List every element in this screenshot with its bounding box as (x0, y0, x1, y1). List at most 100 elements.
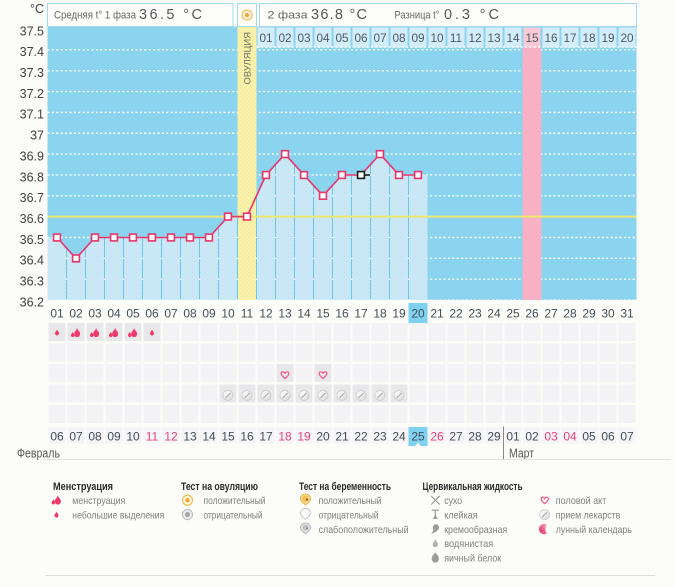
svg-text:ОВУЛЯЦИЯ: ОВУЛЯЦИЯ (243, 32, 253, 85)
svg-text:08: 08 (183, 307, 197, 321)
svg-text:Февраль: Февраль (17, 447, 60, 461)
svg-text:кремообразная: кремообразная (444, 524, 507, 536)
svg-text:11: 11 (241, 307, 254, 321)
svg-text:24: 24 (487, 307, 501, 321)
svg-text:08: 08 (88, 430, 102, 444)
svg-text:12: 12 (468, 31, 481, 45)
svg-text:02: 02 (69, 307, 83, 321)
svg-text:Средняя t° 1 фаза: Средняя t° 1 фаза (54, 10, 137, 22)
svg-text:01: 01 (50, 307, 64, 321)
svg-text:20: 20 (411, 307, 425, 321)
svg-text:17: 17 (563, 31, 576, 45)
svg-text:клейкая: клейкая (444, 509, 478, 521)
svg-text:15: 15 (316, 307, 330, 321)
svg-text:14: 14 (202, 430, 216, 444)
svg-text:20: 20 (316, 430, 330, 444)
svg-text:11: 11 (450, 31, 462, 45)
svg-text:15: 15 (525, 31, 539, 45)
svg-text:11: 11 (146, 430, 159, 444)
svg-text:36.7: 36.7 (20, 191, 44, 205)
svg-text:16: 16 (240, 430, 254, 444)
svg-text:27: 27 (544, 307, 558, 321)
svg-text:37.3: 37.3 (20, 66, 44, 80)
svg-text:36.2: 36.2 (20, 295, 44, 309)
svg-text:09: 09 (107, 430, 121, 444)
svg-text:05: 05 (582, 430, 596, 444)
svg-text:13: 13 (487, 31, 501, 45)
svg-text:сухо: сухо (444, 495, 462, 507)
svg-text:Тест на овуляцию: Тест на овуляцию (181, 481, 258, 493)
svg-text:37.2: 37.2 (20, 87, 44, 101)
svg-text:12: 12 (164, 430, 178, 444)
svg-text:Март: Март (509, 447, 534, 461)
svg-text:Менструация: Менструация (53, 481, 113, 493)
svg-text:05: 05 (126, 307, 140, 321)
svg-text:яичный белок: яичный белок (444, 552, 501, 564)
svg-text:19: 19 (297, 430, 311, 444)
svg-text:36.5 °C: 36.5 °C (139, 7, 202, 23)
svg-text:18: 18 (278, 430, 292, 444)
svg-text:слабоположительный: слабоположительный (319, 524, 409, 536)
svg-text:37.1: 37.1 (20, 108, 44, 122)
svg-text:29: 29 (487, 430, 501, 444)
svg-text:отрицательный: отрицательный (319, 509, 379, 521)
svg-text:26: 26 (525, 307, 539, 321)
svg-text:09: 09 (411, 31, 424, 45)
svg-text:прием лекарств: прием лекарств (556, 509, 621, 521)
svg-text:31: 31 (620, 307, 634, 321)
svg-text:36.8 °C: 36.8 °C (311, 7, 367, 23)
svg-text:37.4: 37.4 (20, 45, 44, 59)
svg-text:03: 03 (88, 307, 102, 321)
svg-text:отрицательный: отрицательный (204, 509, 263, 521)
svg-text:положительный: положительный (204, 495, 266, 507)
svg-text:07: 07 (164, 307, 178, 321)
svg-text:10: 10 (221, 307, 235, 321)
svg-text:23: 23 (373, 430, 387, 444)
svg-text:°C: °C (30, 2, 44, 16)
svg-text:15: 15 (221, 430, 235, 444)
svg-text:36.6: 36.6 (20, 212, 44, 226)
svg-text:06: 06 (50, 430, 64, 444)
svg-text:36.3: 36.3 (20, 275, 44, 289)
svg-text:22: 22 (449, 307, 463, 321)
svg-text:небольшие выделения: небольшие выделения (72, 509, 164, 521)
svg-text:13: 13 (278, 307, 292, 321)
svg-text:21: 21 (430, 307, 444, 321)
svg-text:19: 19 (392, 307, 406, 321)
svg-text:Тест на беременность: Тест на беременность (299, 481, 391, 493)
svg-text:20: 20 (620, 31, 634, 45)
svg-text:36.5: 36.5 (20, 233, 44, 247)
svg-text:менструация: менструация (72, 495, 125, 507)
svg-text:14: 14 (297, 307, 311, 321)
svg-text:17: 17 (354, 307, 368, 321)
svg-text:07: 07 (373, 31, 386, 45)
svg-text:18: 18 (582, 31, 596, 45)
svg-text:02: 02 (278, 31, 291, 45)
svg-text:01: 01 (259, 31, 272, 45)
svg-text:16: 16 (335, 307, 349, 321)
svg-text:04: 04 (107, 307, 121, 321)
svg-text:24: 24 (392, 430, 406, 444)
svg-text:08: 08 (392, 31, 406, 45)
svg-text:36.9: 36.9 (20, 149, 44, 163)
svg-text:Разница t°: Разница t° (395, 10, 440, 22)
svg-text:25: 25 (506, 307, 520, 321)
svg-text:21: 21 (335, 430, 349, 444)
svg-text:2 фаза: 2 фаза (268, 10, 309, 22)
svg-text:04: 04 (563, 430, 577, 444)
svg-text:10: 10 (430, 31, 444, 45)
svg-text:37: 37 (30, 129, 44, 143)
svg-text:половой акт: половой акт (556, 495, 607, 507)
svg-text:10: 10 (126, 430, 140, 444)
svg-text:17: 17 (259, 430, 273, 444)
svg-text:03: 03 (297, 31, 311, 45)
svg-text:25: 25 (411, 430, 425, 444)
svg-text:03: 03 (544, 430, 558, 444)
svg-text:27: 27 (449, 430, 463, 444)
svg-text:Цервикальная жидкость: Цервикальная жидкость (423, 481, 523, 493)
svg-text:16: 16 (544, 31, 558, 45)
svg-text:06: 06 (145, 307, 159, 321)
svg-text:28: 28 (563, 307, 577, 321)
svg-text:07: 07 (620, 430, 634, 444)
svg-text:37.5: 37.5 (20, 24, 44, 38)
